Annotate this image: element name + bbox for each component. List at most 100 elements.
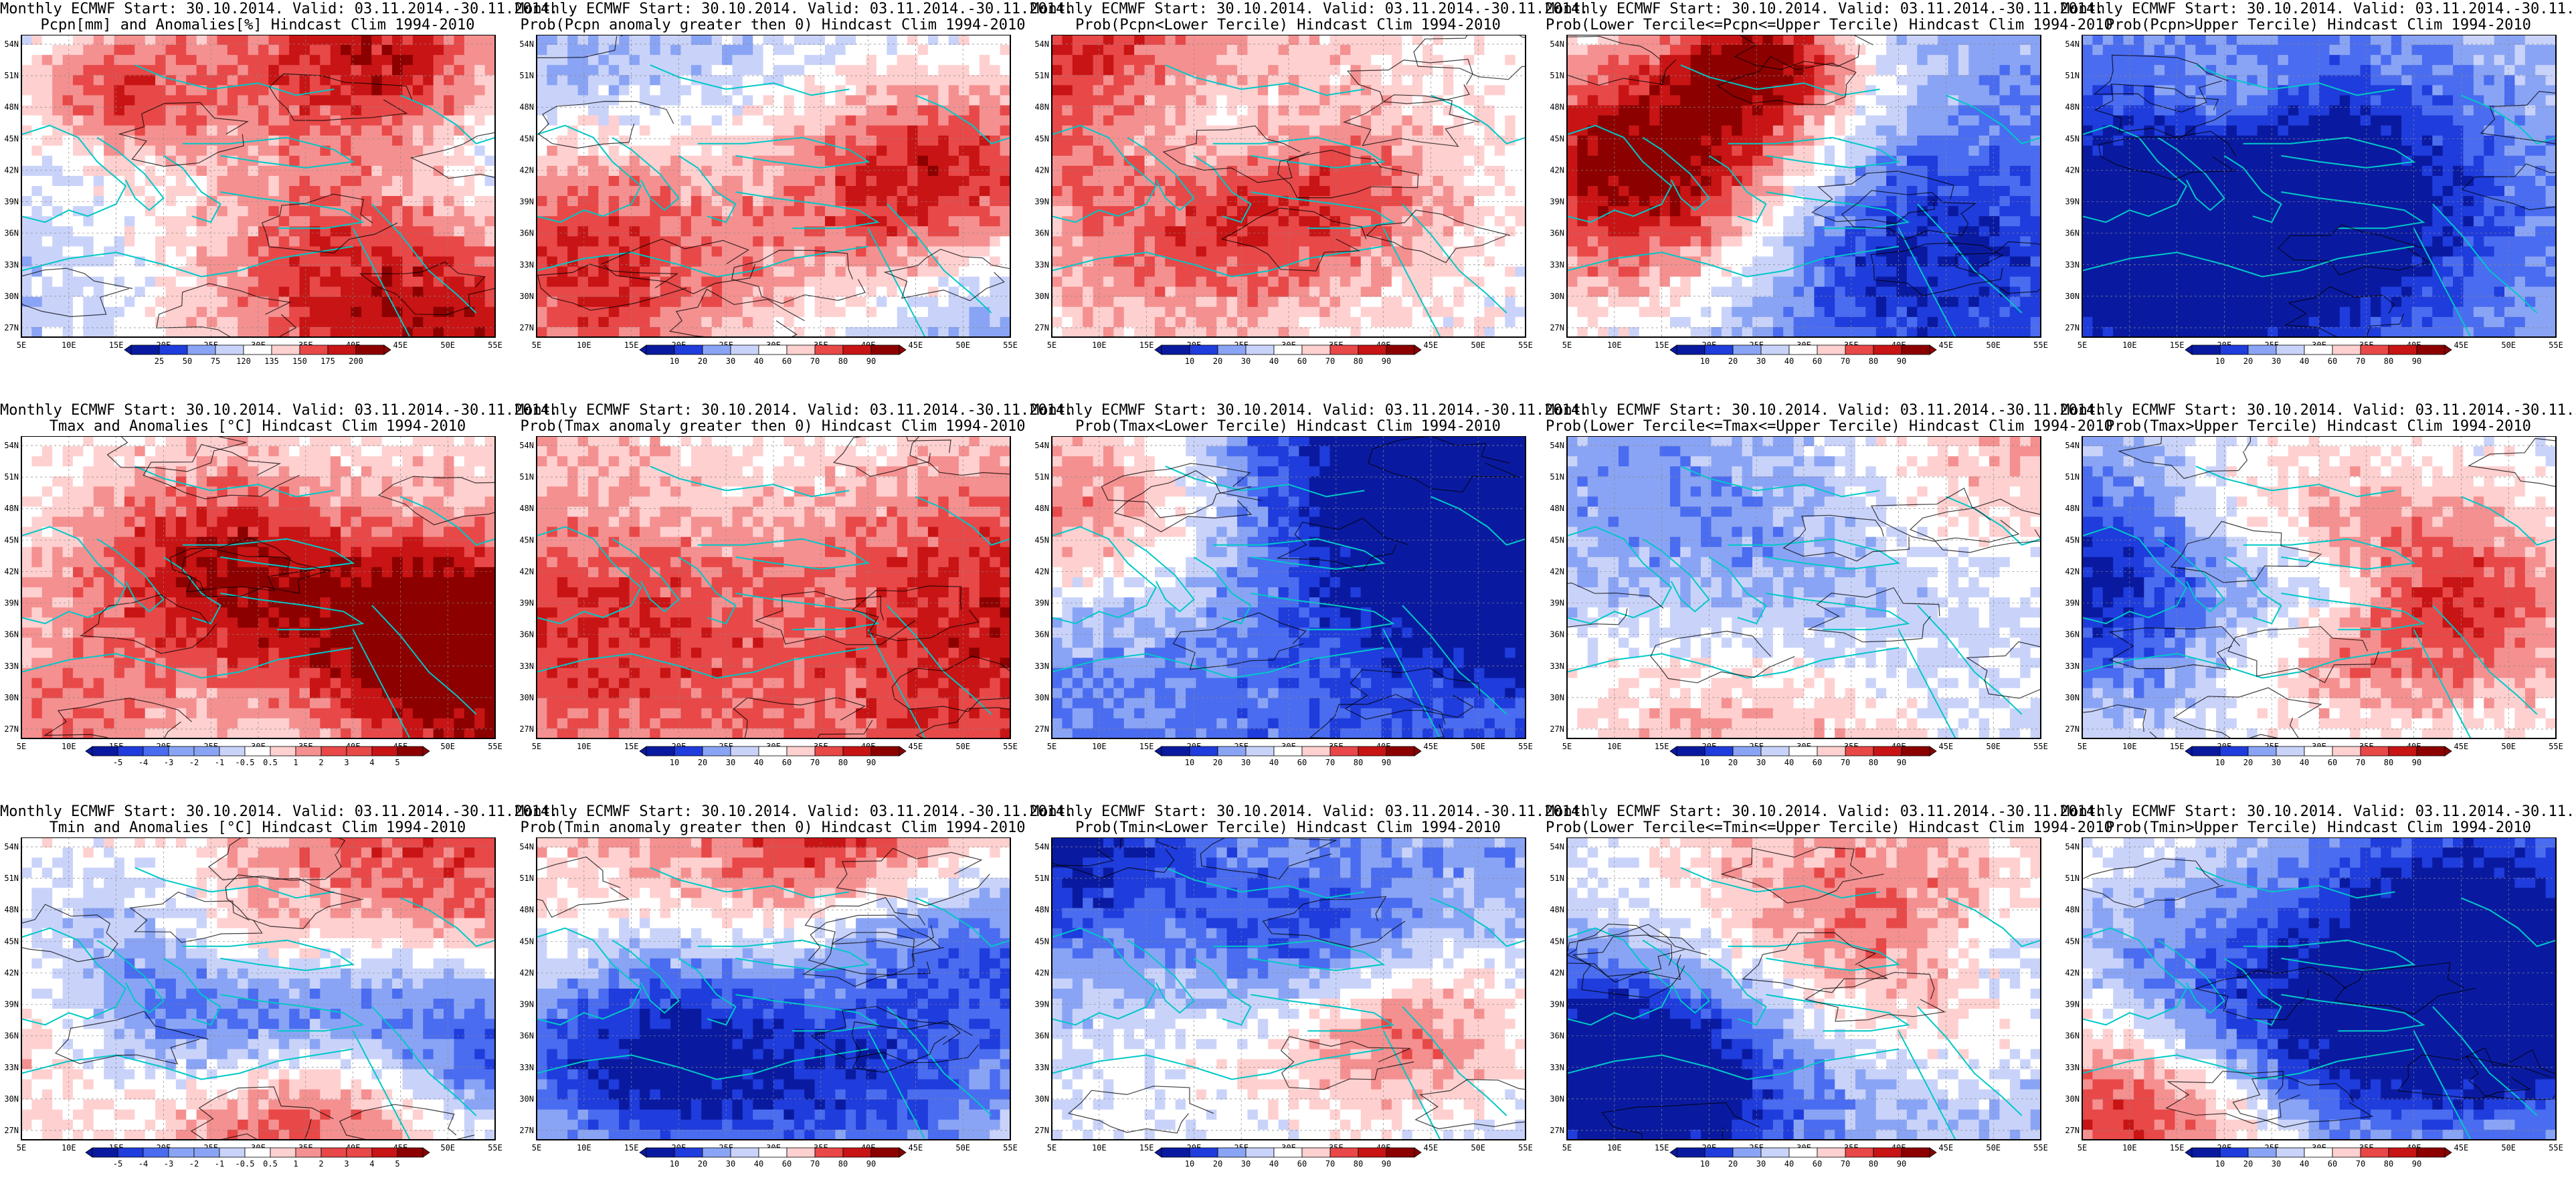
colorbar-tick-label: 70 xyxy=(810,1159,820,1169)
colorbar-tick-label: -0.5 xyxy=(236,758,255,767)
colorbar-tick-label: 10 xyxy=(1700,758,1710,767)
lon-tick-label: 45E xyxy=(909,1143,923,1152)
contour-line xyxy=(21,904,118,963)
contour-line xyxy=(1567,923,1695,977)
lon-tick-label: 50E xyxy=(2501,1143,2516,1152)
lat-tick-label: 36N xyxy=(4,229,19,238)
lat-tick-label: 27N xyxy=(1034,724,1049,734)
lat-tick-label: 33N xyxy=(2065,1063,2080,1072)
lat-tick-label: 51N xyxy=(2065,472,2080,482)
lat-tick-label: 45N xyxy=(519,535,534,544)
panel-title: Monthly ECMWF Start: 30.10.2014. Valid: … xyxy=(1546,804,2113,836)
colorbar-tick-label: 175 xyxy=(320,357,335,366)
colorbar-tick-label: 1 xyxy=(293,1159,298,1169)
colorbar: 10 20 30 40 60 70 80 90 xyxy=(1154,1147,1422,1175)
colorbar-box xyxy=(1358,344,1387,355)
coastline xyxy=(887,605,992,715)
panel-title-line2: Tmin and Anomalies [°C] Hindcast Clim 19… xyxy=(0,820,515,836)
colorbar-tick-label: 40 xyxy=(754,758,763,767)
contour-line xyxy=(2173,687,2322,738)
colorbar-box xyxy=(1245,344,1275,355)
lat-tick-label: 27N xyxy=(4,724,19,734)
colorbar-box xyxy=(215,344,244,355)
coastline xyxy=(1766,994,1910,1032)
colorbar-box xyxy=(1676,1147,1706,1158)
colorbar-tick-label: 60 xyxy=(1297,1159,1307,1169)
lon-tick-label: 5E xyxy=(532,1143,541,1152)
panel-title: Monthly ECMWF Start: 30.10.2014. Valid: … xyxy=(1030,804,1588,836)
coastline xyxy=(21,1048,353,1080)
colorbar-arrow-high xyxy=(383,344,391,355)
coastline xyxy=(96,939,165,1014)
lon-tick-label: 5E xyxy=(532,742,541,750)
contour-line xyxy=(1811,171,1954,225)
coastline xyxy=(915,94,1010,144)
colorbar-box xyxy=(1817,746,1846,757)
lat-tick-label: 36N xyxy=(519,1031,534,1041)
coastline xyxy=(1251,593,1395,631)
coastline xyxy=(1431,897,1526,947)
lat-tick-label: 54N xyxy=(1034,441,1049,450)
colorbar-box xyxy=(1273,1147,1303,1158)
contour-line xyxy=(2098,130,2237,181)
lon-tick-label: 50E xyxy=(440,1143,455,1152)
contour-line xyxy=(1344,667,1481,720)
coastline xyxy=(1402,605,1507,715)
lon-tick-label: 15E xyxy=(1655,1143,1669,1152)
panel-title-line1: Monthly ECMWF Start: 30.10.2014. Valid: … xyxy=(515,1,1073,17)
colorbar-box xyxy=(758,1147,788,1158)
coastline xyxy=(2223,957,2282,1026)
coastline xyxy=(1402,203,1507,314)
lon-tick-label: 45E xyxy=(909,742,923,750)
lat-tick-label: 27N xyxy=(2065,1126,2080,1135)
coastline xyxy=(2195,466,2395,498)
colorbar-box xyxy=(270,1147,296,1158)
lat-tick-label: 30N xyxy=(519,292,534,301)
coastline xyxy=(1052,927,1158,1026)
colorbar-arrow-low xyxy=(85,746,93,757)
coastline xyxy=(867,629,926,738)
coastline xyxy=(1567,927,1673,1026)
colorbar-tick-label: 20 xyxy=(698,357,707,366)
lat-tick-label: 51N xyxy=(1034,71,1049,80)
lat-tick-label: 51N xyxy=(4,472,19,482)
colorbar-box xyxy=(2219,1147,2249,1158)
lat-tick-label: 33N xyxy=(1550,260,1564,270)
lat-tick-label: 45N xyxy=(1034,535,1049,544)
colorbar-box xyxy=(702,344,731,355)
lon-tick-label: 5E xyxy=(2078,340,2087,349)
lat-tick-label: 33N xyxy=(4,662,19,671)
lat-tick-label: 39N xyxy=(1034,599,1049,608)
contour-line xyxy=(1909,498,2041,553)
lon-tick-label: 10E xyxy=(62,742,76,750)
lon-tick-label: 15E xyxy=(1655,742,1669,750)
lon-tick-label: 50E xyxy=(1986,340,2001,349)
colorbar-tick-label: 20 xyxy=(1213,357,1222,366)
colorbar-box xyxy=(1845,344,1874,355)
colorbar-box xyxy=(187,344,216,355)
map-plot: 5E 10E 15E 20E 25E 30E 35E 40E 45E 50E 55E 54N 51N 48… xyxy=(1546,837,2061,1152)
coastline xyxy=(1127,538,1195,613)
colorbar-box xyxy=(219,1147,246,1158)
coastline xyxy=(1567,124,1673,223)
contour-line xyxy=(1113,470,1262,532)
colorbar-tick-label: 10 xyxy=(670,357,679,366)
lon-tick-label: 5E xyxy=(1562,340,1572,349)
panel-title-line1: Monthly ECMWF Start: 30.10.2014. Valid: … xyxy=(1030,804,1588,820)
contour-line xyxy=(915,707,1010,738)
lon-tick-label: 45E xyxy=(2454,340,2469,349)
colorbar-tick-label: 20 xyxy=(1213,1159,1222,1169)
map-panel: Monthly ECMWF Start: 30.10.2014. Valid: … xyxy=(2061,401,2576,803)
colorbar-tick-label: 40 xyxy=(1269,758,1279,767)
lon-tick-label: 10E xyxy=(1092,1143,1107,1152)
coastline xyxy=(1917,605,2023,715)
colorbar-tick-label: 20 xyxy=(1728,758,1738,767)
lat-tick-label: 30N xyxy=(4,693,19,702)
colorbar-tick-label: 60 xyxy=(782,1159,792,1169)
coastline xyxy=(352,1030,411,1140)
colorbar-box xyxy=(143,1147,169,1158)
lat-tick-label: 51N xyxy=(4,71,19,80)
coastline xyxy=(887,203,992,314)
coastline xyxy=(220,994,365,1032)
coastline xyxy=(1382,227,1441,337)
